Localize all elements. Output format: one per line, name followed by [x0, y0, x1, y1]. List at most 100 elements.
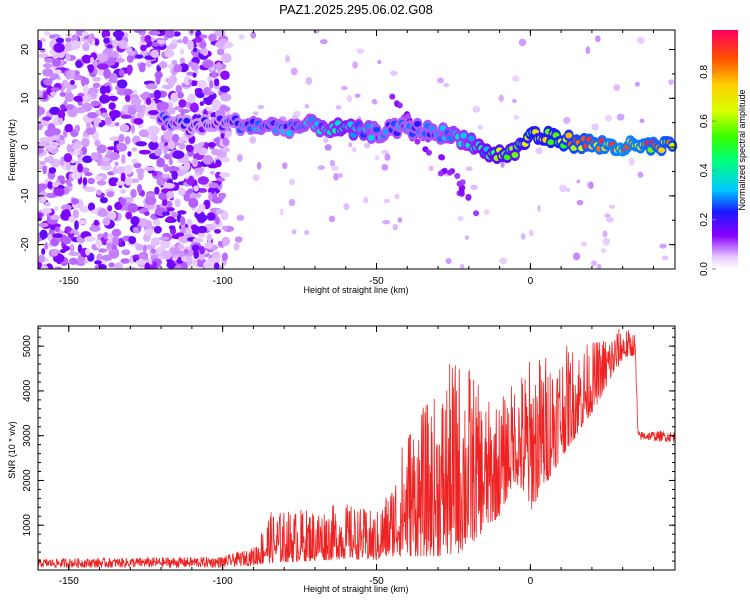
spectrogram-blob [202, 90, 215, 96]
spectrogram-blob [144, 211, 150, 216]
snr-xticks: -150 -100 -50 0 [37, 326, 654, 587]
spectrogram-blob [189, 102, 199, 113]
spectrogram-blob [335, 105, 342, 110]
snr-ylabel: SNR (10 * v/v) [7, 421, 17, 479]
spectrogram-blob [219, 172, 231, 178]
spectrogram-blob [172, 133, 180, 143]
spectrogram-blob [74, 220, 79, 231]
spectrogram-blob [199, 47, 208, 55]
spectrogram-blob [145, 83, 158, 90]
spectrogram-blob [364, 142, 371, 149]
spectrogram-blob [238, 34, 245, 40]
spectrogram-blob [75, 60, 83, 69]
spectrogram-blob [163, 182, 175, 189]
spectrogram-blob [80, 77, 90, 86]
colorbar-tick-label: 0.4 [699, 163, 710, 177]
spectrogram-blob [600, 248, 607, 254]
spectrogram-blob [97, 53, 109, 63]
spectrogram-blob [233, 242, 240, 251]
spectrogram-blob [50, 73, 60, 80]
spectrogram-blob [48, 146, 53, 153]
spectrogram-blob [81, 31, 89, 37]
spectrogram-blob [144, 34, 152, 44]
spectrogram-blob [384, 153, 391, 161]
spectrogram-blob [167, 76, 176, 87]
spectrogram-blob [54, 226, 61, 232]
spectrogram-blob [114, 262, 124, 269]
spectrogram-blob [94, 265, 100, 269]
spectrogram-ridge [156, 109, 678, 164]
spectrogram-blob [144, 196, 157, 206]
spectrogram-blob [67, 109, 78, 118]
spectrogram-blob [112, 166, 118, 175]
spectrogram-blob [139, 44, 147, 52]
spectrogram-ytick-label: -10 [20, 188, 31, 203]
spectrogram-blob [144, 262, 151, 269]
spectrogram-blob [639, 118, 645, 123]
spectrogram-blob [138, 129, 150, 138]
snr-ytick-label: 4000 [22, 379, 33, 402]
spectrogram-blob [124, 176, 133, 186]
spectrogram-blob [130, 216, 140, 226]
spectrogram-blob [249, 136, 257, 144]
spectrogram-blob [305, 77, 313, 85]
spectrogram-blob [43, 78, 53, 86]
spectrogram-blob [152, 219, 161, 226]
ridge-core [460, 132, 468, 139]
spectrogram-blob [115, 35, 123, 41]
spectrogram-blob [290, 67, 298, 76]
spectrogram-blob [172, 150, 185, 159]
spectrogram-blob [97, 157, 103, 167]
spectrogram-blob [50, 225, 56, 231]
spectrogram-blob [66, 144, 72, 153]
spectrogram-ytick-label: 10 [20, 92, 31, 104]
spectrogram-blob [73, 95, 84, 102]
spectrogram-blob [154, 148, 162, 157]
spectrogram-blob [602, 237, 611, 246]
spectrogram-blob [189, 192, 202, 199]
spectrogram-blob [120, 258, 130, 264]
spectrogram-blob [87, 112, 99, 119]
spectrogram-blob [236, 214, 245, 221]
ridge-core [547, 139, 555, 146]
snr-ytick-label: 3000 [22, 424, 33, 447]
spectrogram-blob [196, 213, 208, 222]
spectrogram-blob [216, 208, 224, 215]
ridge-core [511, 152, 519, 159]
spectrogram-blob [661, 255, 669, 260]
spectrogram-blob [215, 61, 222, 71]
spectrogram-blob [108, 262, 115, 268]
spectrogram-blob [188, 198, 199, 208]
ridge-core [183, 117, 191, 124]
spectrogram-blob [71, 198, 79, 205]
colorbar-ticks: 0.0 0.2 0.4 0.6 0.8 [699, 64, 716, 276]
spectrogram-blob [219, 85, 230, 93]
spectrogram-blob [121, 249, 131, 256]
spectrogram-blob [69, 79, 75, 85]
snr-panel: -150 -100 -50 0 1000 2000 3000 4000 5000 Height… [7, 325, 676, 594]
spectrogram-blob [156, 39, 166, 44]
spectrogram-blob [116, 79, 128, 89]
spectrogram-blob [138, 62, 146, 73]
spectrogram-blob [191, 244, 200, 252]
spectrogram-blob [94, 260, 102, 265]
spectrogram-blob [161, 211, 170, 216]
spectrogram-blob [71, 165, 79, 172]
spectrogram-blob [147, 110, 159, 116]
spectrogram-blob [119, 124, 130, 133]
spectrogram-blob [120, 172, 126, 183]
snr-xtick-label: -150 [59, 576, 79, 587]
spectrogram-blob [44, 242, 49, 250]
spectrogram-blob [186, 178, 195, 185]
spectrogram-blob [112, 39, 120, 49]
spectrogram-blob [109, 136, 121, 141]
spectrogram-blob [175, 84, 183, 93]
spectrogram-blob [99, 94, 111, 104]
spectrogram-blob [213, 262, 220, 269]
spectrogram-blob [95, 175, 103, 180]
spectrogram-blob [39, 161, 46, 166]
spectrogram-blob [123, 88, 133, 96]
spectrogram-blob [70, 40, 81, 50]
spectrogram-blob [512, 75, 520, 82]
spectrogram-blob [512, 98, 517, 104]
